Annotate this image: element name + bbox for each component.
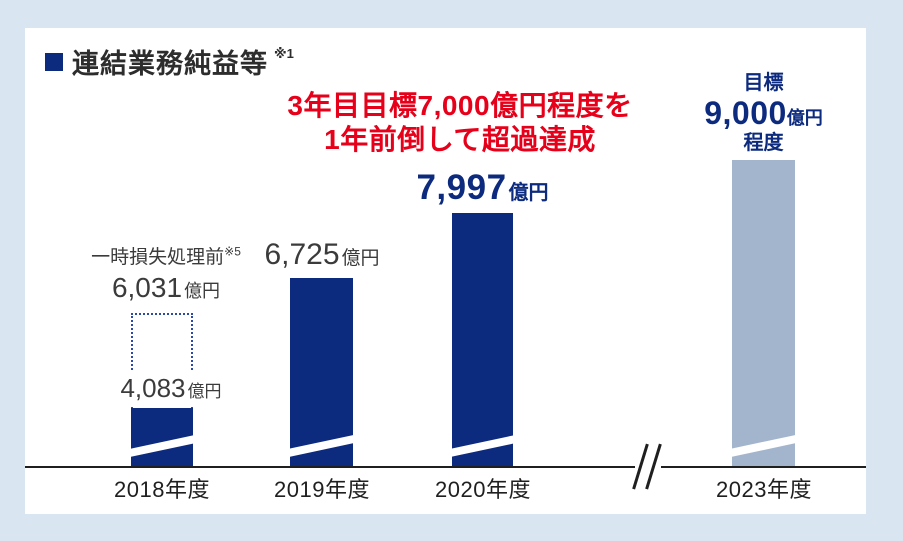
bar-2019 [290, 278, 353, 466]
x-axis-line [25, 466, 866, 468]
value-label-2018: 4,083 億円 [102, 372, 240, 406]
target-unit: 億円 [786, 108, 823, 128]
chart-title-text: 連結業務純益等 [72, 49, 268, 79]
title-bullet-icon [45, 52, 63, 71]
target-prefix: 目標 [743, 72, 784, 94]
pre-loss-label: 一時損失処理前 [91, 247, 225, 268]
pre-loss-footnote-marker: ※5 [224, 244, 241, 259]
bar-break-stripe [290, 433, 353, 459]
x-tick-2023: 2023年度 [716, 477, 812, 502]
bar-2023-target [732, 160, 795, 466]
x-tick-2018: 2018年度 [114, 477, 210, 502]
bar-break-stripe [131, 434, 193, 458]
x-tick-2019: 2019年度 [274, 477, 370, 502]
bar-2020 [452, 213, 513, 466]
target-value-label: 目標 9,000億円 程度 [683, 72, 844, 155]
value-label-2019: 6,725 億円 [264, 238, 380, 271]
bar-2018 [131, 408, 193, 466]
title-footnote-marker: ※1 [274, 45, 294, 61]
achievement-annotation-line1: 3年目目標7,000億円程度を [287, 90, 633, 121]
pre-loss-unit: 億円 [184, 281, 221, 301]
value-label-2020: 7,997 億円 [416, 168, 549, 207]
achievement-annotation: 3年目目標7,000億円程度を 1年前倒して超過達成 [250, 89, 670, 157]
chart-title: 連結業務純益等 ※1 [45, 42, 294, 81]
bar-break-stripe [452, 434, 513, 458]
achievement-annotation-line2: 1年前倒して超過達成 [324, 124, 596, 155]
target-value: 9,000 [704, 95, 787, 131]
bar-break-stripe [732, 433, 795, 459]
target-suffix: 程度 [743, 131, 784, 154]
pre-loss-note: 一時損失処理前※5 6,031 億円 [60, 242, 272, 304]
axis-break-icon [630, 440, 672, 492]
x-tick-2020: 2020年度 [435, 477, 531, 502]
chart-card: 連結業務純益等 ※1 3年目目標7,000億円程度を 1年前倒して超過達成 目標… [25, 28, 866, 514]
pre-loss-value: 6,031 [111, 272, 183, 303]
